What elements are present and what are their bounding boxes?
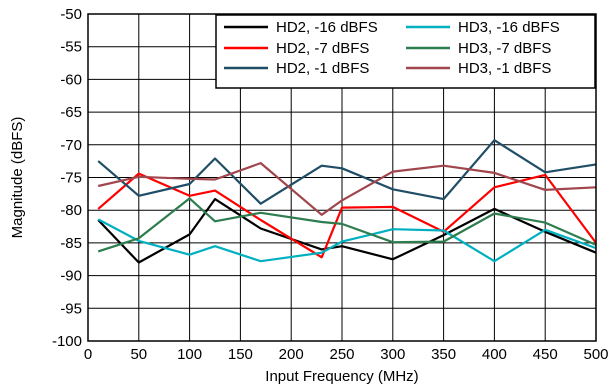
y-tick-label: -65	[60, 104, 82, 121]
x-tick-label: 200	[279, 346, 304, 363]
series-lines	[97, 139, 597, 264]
legend-entry-label: HD2, -7 dBFS	[276, 40, 369, 57]
y-tick-label: -80	[60, 202, 82, 219]
x-tick-label: 400	[482, 346, 507, 363]
series-line-hd3-1-dbfs	[97, 162, 597, 216]
x-tick-label: 500	[583, 346, 608, 363]
y-tick-label: -75	[60, 170, 82, 187]
y-tick-label: -95	[60, 300, 82, 317]
y-tick-label: -50	[60, 6, 82, 23]
x-tick-label: 350	[431, 346, 456, 363]
series-line-hd2-1-dbfs	[97, 139, 597, 205]
x-tick-label: 100	[177, 346, 202, 363]
series-line-hd3-16-dbfs	[97, 218, 597, 263]
x-tick-label: 150	[228, 346, 253, 363]
legend-box	[215, 14, 596, 89]
x-axis-title: Input Frequency (MHz)	[265, 368, 418, 385]
legend-entry-label: HD2, -1 dBFS	[276, 60, 369, 77]
y-tick-label: -55	[60, 39, 82, 56]
x-tick-label: 300	[380, 346, 405, 363]
y-tick-label: -70	[60, 137, 82, 154]
legend-entry-label: HD2, -16 dBFS	[276, 19, 378, 36]
x-tick-label: 450	[533, 346, 558, 363]
series-line-hd3-7-dbfs	[97, 197, 597, 253]
y-tick-label: -85	[60, 235, 82, 252]
series-line-hd2-7-dbfs	[97, 172, 597, 259]
x-tick-label: 0	[84, 346, 92, 363]
y-tick-label: -60	[60, 71, 82, 88]
y-tick-label: -90	[60, 268, 82, 285]
plot-frame	[87, 13, 597, 342]
y-tick-label: -100	[52, 333, 82, 350]
legend-entry-label: HD3, -7 dBFS	[458, 40, 551, 57]
y-axis-title: Magnitude (dBFS)	[9, 117, 26, 239]
x-tick-labels: 0 50 100 150 200 250 300 350 400 450 500	[84, 346, 609, 363]
legend-entry-label: HD3, -16 dBFS	[458, 19, 560, 36]
y-tick-labels: -100 -95 -90 -85 -80 -75 -70 -65 -60 -55 -50	[52, 6, 82, 350]
legend-entry-label: HD3, -1 dBFS	[458, 60, 551, 77]
legend: HD2, -16 dBFS HD2, -7 dBFS HD2, -1 dBFS HD3…	[215, 14, 596, 89]
x-tick-label: 250	[329, 346, 354, 363]
x-tick-label: 50	[130, 346, 147, 363]
